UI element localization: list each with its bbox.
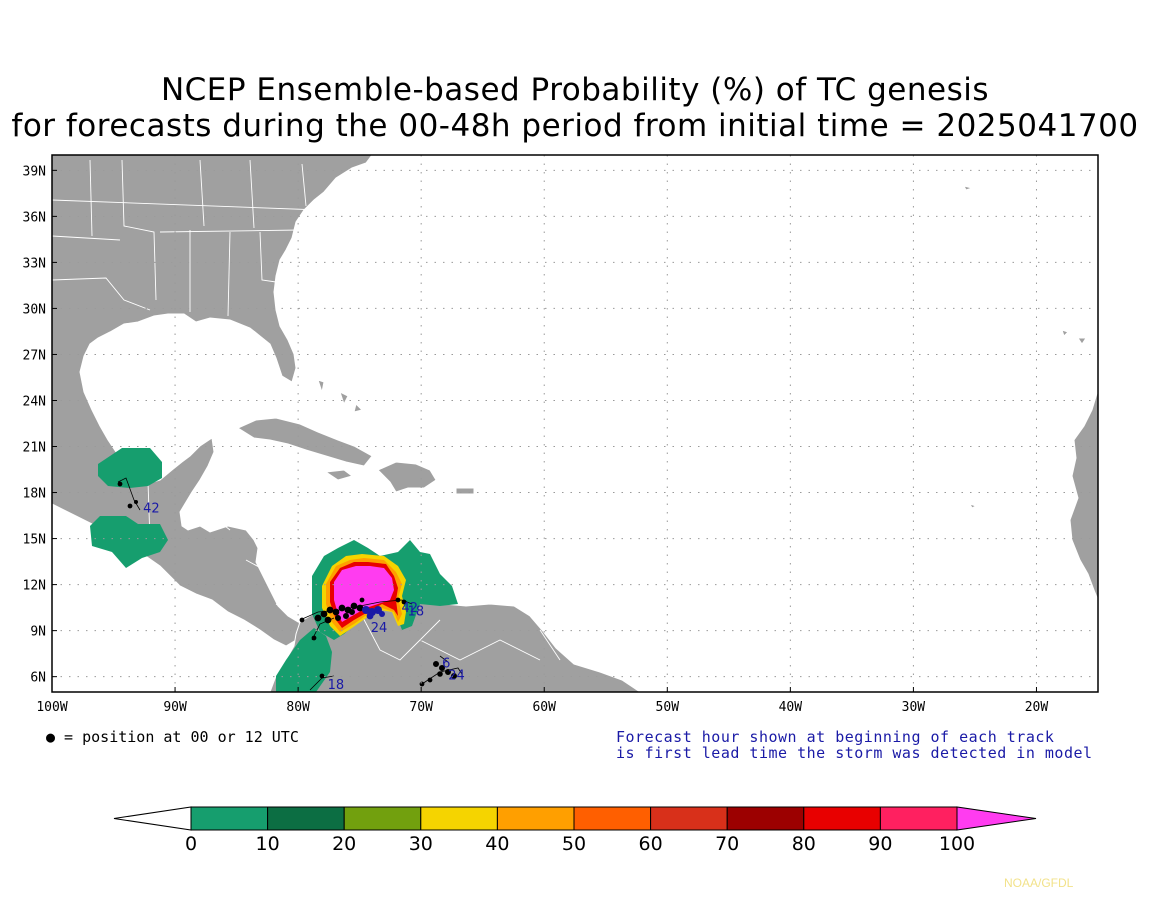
longitude-axis: 100W 90W 80W 70W 60W 50W 40W 30W 20W xyxy=(36,687,1048,715)
lon-tick-label: 70W xyxy=(409,700,433,715)
track-hour-label: 42 xyxy=(401,601,418,616)
colorbar-level-label: 30 xyxy=(409,833,433,855)
colorbar-level-label: 70 xyxy=(715,833,739,855)
lon-tick-label: 30W xyxy=(902,700,926,715)
canary-islands xyxy=(1061,329,1087,345)
colorbar-swatch xyxy=(343,806,422,831)
colorbar-swatch xyxy=(190,806,269,831)
lat-tick-label: 33N xyxy=(23,256,46,271)
lon-tick-label: 20W xyxy=(1025,700,1049,715)
colorbar-level-label: 20 xyxy=(332,833,356,855)
lon-tick-label: 40W xyxy=(779,700,803,715)
prob-region-yucatan xyxy=(98,448,162,488)
map-title-line-2: for forecasts during the 00-48h period f… xyxy=(11,108,1139,144)
map-frame xyxy=(51,154,1099,693)
credit-label: NOAA/GFDL xyxy=(1004,876,1074,890)
lat-tick-label: 9N xyxy=(30,625,46,640)
lat-tick-label: 36N xyxy=(23,210,46,225)
africa-landmass xyxy=(1069,389,1098,601)
colorbar-swatch xyxy=(420,806,498,831)
colorbar-level-label: 10 xyxy=(256,833,280,855)
lon-tick-label: 90W xyxy=(163,700,187,715)
colorbar-swatch xyxy=(267,806,345,831)
lat-tick-label: 24N xyxy=(23,394,46,409)
lat-tick-label: 6N xyxy=(30,671,46,686)
forecast-hour-note-line-1: Forecast hour shown at beginning of each… xyxy=(616,728,1055,746)
track-hour-label: 42 xyxy=(143,501,160,516)
colorbar-over-triangle xyxy=(956,806,1037,831)
map-title-line-1: NCEP Ensemble-based Probability (%) of T… xyxy=(160,72,990,108)
colorbar-level-label: 60 xyxy=(639,833,663,855)
colorbar-under-triangle xyxy=(113,806,192,831)
latitude-axis: 39N 36N 33N 30N 27N 24N 21N 18N 15N 12N 9N 6N xyxy=(23,164,57,686)
colorbar-level-label: 100 xyxy=(939,833,975,855)
colorbar-swatch xyxy=(803,806,881,831)
atlantic-islands xyxy=(963,185,978,509)
forecast-hour-note-line-2: is first lead time the storm was detecte… xyxy=(616,744,1093,762)
lon-tick-label: 80W xyxy=(286,700,310,715)
lat-tick-label: 15N xyxy=(23,533,46,548)
lat-tick-label: 27N xyxy=(23,348,46,363)
lat-tick-label: 30N xyxy=(23,302,46,317)
puerto-rico-island xyxy=(455,487,475,495)
lon-tick-label: 60W xyxy=(532,700,556,715)
track-position-dots-cluster-a xyxy=(299,597,407,679)
colorbar-swatch xyxy=(879,806,958,831)
track-hour-label: 24 xyxy=(448,669,465,684)
colorbar-swatch xyxy=(650,806,728,831)
track-hour-label: 18 xyxy=(328,678,345,693)
lon-tick-label: 100W xyxy=(36,700,67,715)
political-borders xyxy=(52,159,561,661)
colorbar-level-label: 0 xyxy=(185,833,197,855)
colorbar-level-label: 80 xyxy=(792,833,816,855)
lat-tick-label: 18N xyxy=(23,487,46,502)
lat-tick-label: 39N xyxy=(23,164,46,179)
bahamas-islands xyxy=(317,379,363,413)
prob-region-colombia-west xyxy=(276,628,332,692)
position-marker-legend: ● = position at 00 or 12 UTC xyxy=(46,728,299,746)
jamaica-island xyxy=(324,469,354,481)
track-hour-label: 24 xyxy=(371,621,388,636)
colorbar-swatch xyxy=(496,806,575,831)
lat-tick-label: 12N xyxy=(23,579,46,594)
probability-colorbar: 0 10 20 30 40 50 60 70 80 90 100 xyxy=(113,806,1037,855)
colorbar-swatch xyxy=(573,806,652,831)
track-hour-label: 18 xyxy=(408,604,425,619)
track-hour-label: 6 xyxy=(442,656,450,671)
colorbar-level-label: 90 xyxy=(868,833,892,855)
cuba-island xyxy=(236,417,373,467)
colorbar-level-label: 50 xyxy=(562,833,586,855)
prob-region-guatemala xyxy=(90,516,168,568)
colorbar-swatch xyxy=(726,806,805,831)
colorbar-level-label: 40 xyxy=(485,833,509,855)
track-blue-cluster xyxy=(362,606,385,620)
lon-tick-label: 50W xyxy=(656,700,680,715)
lat-tick-label: 21N xyxy=(23,441,46,456)
